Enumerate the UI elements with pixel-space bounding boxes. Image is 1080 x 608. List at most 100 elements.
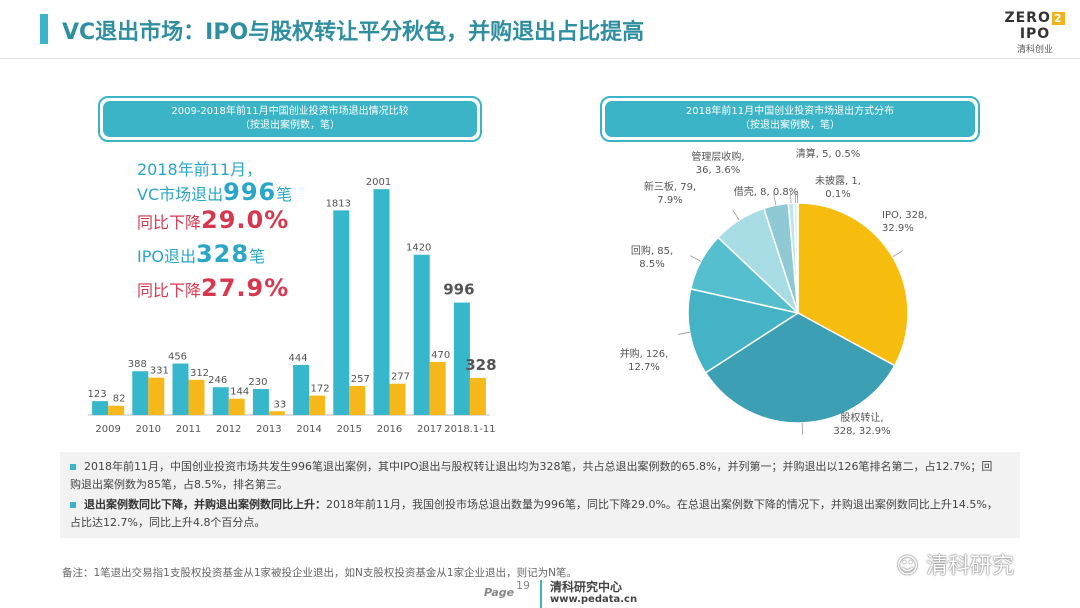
bar-chart-title-line1: 2009-2018年前11月中国创业投资市场退出情况比较 bbox=[171, 106, 409, 117]
highlight-vc-suffix: 笔 bbox=[276, 185, 293, 204]
pie-slice-IPO bbox=[797, 202, 909, 367]
title-accent-bar bbox=[40, 14, 48, 44]
highlight-vc-decline-value: 29.0% bbox=[201, 206, 290, 234]
highlight-vc-prefix: VC市场退出 bbox=[137, 185, 224, 204]
footnote: 备注：1笔退出交易指1支股权投资基金从1家被投企业退出，如N支股权投资基金从1家… bbox=[62, 567, 577, 579]
bar-ipo-2014 bbox=[309, 395, 326, 415]
bar-category-label: 2013 bbox=[256, 424, 281, 435]
pie-label-清算: 清算, 5, 0.5% bbox=[796, 147, 860, 160]
bar-category-label: 2009 bbox=[95, 424, 120, 435]
bar-value-label: 257 bbox=[351, 374, 370, 385]
note-p2-text: 2018年前11月，我国创投市场总退出数量为996笔，同比下降29.0%。在总退… bbox=[70, 498, 998, 529]
bar-value-label: 331 bbox=[150, 366, 169, 377]
footer-org: 清科研究中心 bbox=[550, 580, 623, 594]
bar-value-label: 172 bbox=[311, 384, 330, 395]
pie-leader-line bbox=[773, 193, 777, 206]
bar-ipo-2012 bbox=[228, 398, 245, 415]
pie-chart-title-line1: 2018年前11月中国创业投资市场退出方式分布 bbox=[685, 106, 895, 117]
bar-value-label: 444 bbox=[289, 353, 308, 364]
footer-divider bbox=[540, 580, 542, 608]
bar-total-2012 bbox=[212, 387, 229, 415]
bar-total-2016 bbox=[373, 189, 390, 415]
bar-category-label: 2016 bbox=[377, 424, 402, 435]
footer-url[interactable]: www.pedata.cn bbox=[550, 594, 638, 605]
bar-ipo-2010 bbox=[148, 377, 165, 415]
highlight-line3: 同比下降29.0% bbox=[137, 206, 289, 234]
highlight-vc-decline-prefix: 同比下降 bbox=[137, 213, 202, 232]
pie-leader-line bbox=[789, 191, 792, 204]
bar-value-label: 312 bbox=[190, 368, 209, 379]
pie-label-回购: 回购, 85, bbox=[631, 244, 673, 257]
bar-value-label: 246 bbox=[208, 375, 227, 386]
bar-value-label: 82 bbox=[113, 394, 126, 405]
bar-category-label: 2011 bbox=[176, 424, 201, 435]
bar-category-label: 2010 bbox=[136, 424, 161, 435]
page-title: VC退出市场：IPO与股权转让平分秋色，并购退出占比提高 bbox=[62, 20, 645, 45]
bar-value-label: 1813 bbox=[326, 198, 351, 209]
highlight-ipo-decline-value: 27.9% bbox=[201, 274, 290, 302]
bar-value-label: 123 bbox=[88, 389, 107, 400]
wechat-icon: ☺ bbox=[896, 554, 919, 579]
pie-leader-line bbox=[677, 331, 690, 335]
bar-category-label: 2012 bbox=[216, 424, 241, 435]
bar-category-label: 2017 bbox=[417, 424, 442, 435]
bar-total-2015 bbox=[333, 210, 350, 415]
bar-category-label: 2014 bbox=[296, 424, 321, 435]
bar-value-label: 996 bbox=[443, 281, 474, 299]
bar-total-2018.1-11 bbox=[453, 302, 470, 415]
pie-label-pct-回购: 8.5% bbox=[639, 259, 664, 270]
highlight-vc-value: 996 bbox=[223, 178, 277, 206]
pie-label-并购: 并购, 126, bbox=[620, 347, 669, 360]
bar-chart-title-line2: （按退出案例数，笔） bbox=[240, 120, 340, 131]
highlight-line1: 2018年前11月， bbox=[137, 160, 263, 179]
pie-slice-并购 bbox=[687, 288, 800, 374]
note-p1-text: 2018年前11月，中国创业投资市场共发生996笔退出案例，其中IPO退出与股权… bbox=[70, 460, 993, 491]
pie-label-股权转让: 股权转让, bbox=[840, 411, 883, 424]
pie-label-IPO: IPO, 328, bbox=[882, 210, 927, 221]
wechat-watermark: ☺ 清科研究 bbox=[896, 548, 1014, 580]
pie-slice-未披露 bbox=[796, 202, 799, 314]
logo-left: ZERO bbox=[1004, 10, 1051, 26]
bar-chart-title-box: 2009-2018年前11月中国创业投资市场退出情况比较 （按退出案例数，笔） bbox=[98, 96, 482, 142]
bar-category-label: 2015 bbox=[337, 424, 362, 435]
bar-total-2010 bbox=[132, 371, 149, 415]
bullet-square-icon bbox=[70, 464, 76, 470]
bar-total-2009 bbox=[92, 401, 109, 415]
bar-total-2011 bbox=[172, 363, 189, 415]
bar-ipo-2013 bbox=[268, 411, 285, 415]
highlight-line2: VC市场退出996笔 bbox=[137, 178, 292, 206]
bar-value-label: 470 bbox=[431, 350, 450, 361]
bar-ipo-2018.1-11 bbox=[469, 377, 486, 415]
bar-value-label: 144 bbox=[230, 387, 249, 398]
note-paragraph-2: 退出案例数同比下降，并购退出案例数同比上升：2018年前11月，我国创投市场总退… bbox=[70, 496, 1000, 532]
bar-total-2014 bbox=[293, 364, 310, 415]
logo-right: IPO bbox=[1019, 26, 1051, 42]
pie-leader-line bbox=[732, 209, 740, 221]
pie-leader-line bbox=[892, 250, 904, 258]
pie-label-pct-IPO: 32.9% bbox=[882, 223, 914, 234]
note-p2-bold: 退出案例数同比下降，并购退出案例数同比上升： bbox=[84, 498, 326, 511]
highlight-line5: 同比下降27.9% bbox=[137, 274, 289, 302]
logo-mark: 2 bbox=[1051, 12, 1065, 25]
pie-label-pct-未披露: 0.1% bbox=[825, 189, 850, 200]
highlight-ipo-value: 328 bbox=[195, 240, 250, 268]
bar-category-label: 2018.1-11 bbox=[444, 424, 495, 435]
logo-subtitle: 清科创业 bbox=[1016, 45, 1053, 55]
pie-label-pct-并购: 12.7% bbox=[628, 362, 660, 373]
pie-chart-title-box: 2018年前11月中国创业投资市场退出方式分布 （按退出案例数，笔） bbox=[600, 96, 980, 142]
bar-ipo-2017 bbox=[429, 361, 446, 415]
pie-chart-title-line2: （按退出案例数，笔） bbox=[740, 120, 840, 131]
pie-label-管理层收购: 管理层收购, bbox=[691, 150, 744, 163]
bar-ipo-2016 bbox=[389, 383, 406, 415]
bar-value-label: 2001 bbox=[366, 177, 391, 188]
highlight-ipo-suffix: 笔 bbox=[249, 247, 266, 266]
pie-label-借壳: 借壳, 8, 0.8% bbox=[734, 185, 798, 198]
pie-slice-股权转让 bbox=[704, 312, 896, 424]
pie-label-pct-新三板: 7.9% bbox=[657, 195, 682, 206]
bar-total-2017 bbox=[413, 254, 430, 415]
pie-leader-line bbox=[690, 255, 702, 262]
highlight-ipo-decline-prefix: 同比下降 bbox=[137, 281, 202, 300]
wechat-account: 清科研究 bbox=[925, 554, 1014, 579]
note-paragraph-1: 2018年前11月，中国创业投资市场共发生996笔退出案例，其中IPO退出与股权… bbox=[70, 458, 1000, 494]
highlight-line4: IPO退出328笔 bbox=[137, 240, 265, 268]
